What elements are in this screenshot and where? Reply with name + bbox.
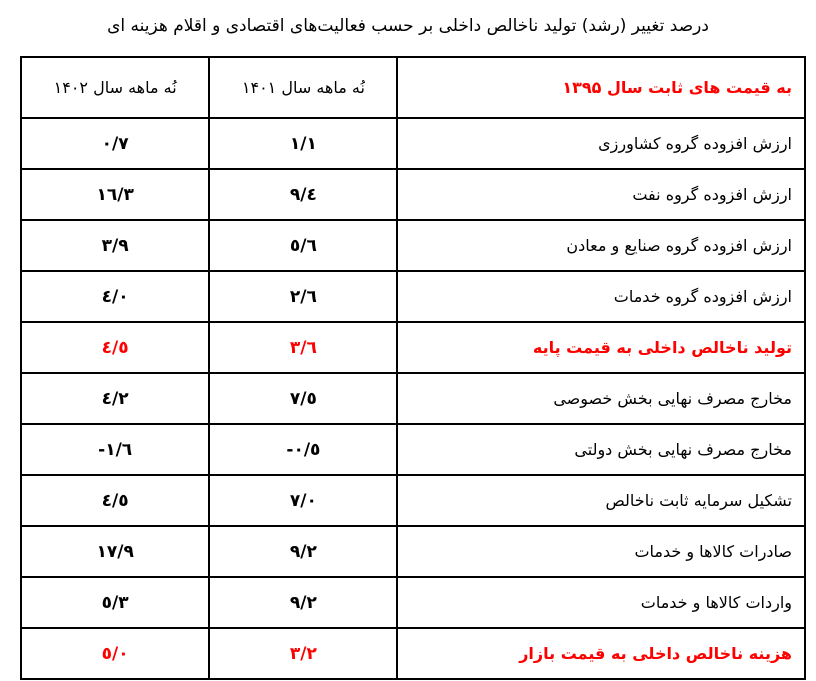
- value-1402-text: ٤/٥: [101, 337, 129, 358]
- row-label: ارزش افزوده گروه خدمات: [396, 270, 806, 323]
- table-row: ارزش افزوده گروه کشاورزی ١/١ ٠/٧: [19, 117, 806, 170]
- table-row: تولید ناخالص داخلی به قیمت پایه ٣/٦ ٤/٥: [19, 321, 806, 374]
- value-1401-text: -٠/٥: [286, 439, 321, 460]
- table-row: ارزش افزوده گروه صنایع و معادن ٥/٦ ٣/٩: [19, 219, 806, 272]
- value-1401-text: ٥/٦: [289, 235, 317, 256]
- value-1402: ٤/٥: [19, 321, 211, 374]
- value-1402: -١/٦: [19, 423, 211, 476]
- value-1402-text: ٤/٢: [101, 388, 129, 409]
- gdp-growth-table: به قیمت های ثابت سال ۱۳۹۵ نُه ماهه سال ۱…: [19, 56, 806, 680]
- value-1402: ٣/٩: [19, 219, 211, 272]
- row-label: تشکیل سرمایه ثابت ناخالص: [396, 474, 806, 527]
- row-label: هزینه ناخالص داخلی به قیمت بازار: [396, 627, 806, 680]
- value-1401: ٩/٢: [208, 525, 399, 578]
- header-1402: نُه ماهه سال ۱۴۰۲: [19, 56, 211, 119]
- value-1401: ٥/٦: [208, 219, 399, 272]
- value-1402: ١٦/٣: [19, 168, 211, 221]
- value-1402-text: ٣/٩: [101, 235, 129, 256]
- value-1402: ٤/٥: [19, 474, 211, 527]
- value-1401: ٩/٢: [208, 576, 399, 629]
- value-1401-text: ٢/٦: [289, 286, 317, 307]
- value-1402-text: ١٧/٩: [96, 541, 134, 562]
- value-1402: ٤/٠: [19, 270, 211, 323]
- table-header-row: به قیمت های ثابت سال ۱۳۹۵ نُه ماهه سال ۱…: [19, 56, 806, 119]
- value-1401-text: ٧/٥: [289, 388, 317, 409]
- value-1401: ٣/٦: [208, 321, 399, 374]
- value-1402-text: -١/٦: [98, 439, 133, 460]
- table-row: ارزش افزوده گروه نفت ٩/٤ ١٦/٣: [19, 168, 806, 221]
- value-1402-text: ١٦/٣: [96, 184, 134, 205]
- value-1402: ٥/٣: [19, 576, 211, 629]
- value-1401: ١/١: [208, 117, 399, 170]
- value-1401: ٢/٦: [208, 270, 399, 323]
- row-label: ارزش افزوده گروه کشاورزی: [396, 117, 806, 170]
- row-label: ارزش افزوده گروه صنایع و معادن: [396, 219, 806, 272]
- row-label: تولید ناخالص داخلی به قیمت پایه: [396, 321, 806, 374]
- value-1401-text: ٧/٠: [289, 490, 317, 511]
- value-1402-text: ٠/٧: [101, 133, 129, 154]
- table-row: صادرات کالاها و خدمات ٩/٢ ١٧/٩: [19, 525, 806, 578]
- row-label: مخارج مصرف نهایی بخش دولتی: [396, 423, 806, 476]
- table-row: واردات کالاها و خدمات ٩/٢ ٥/٣: [19, 576, 806, 629]
- value-1401: ٩/٤: [208, 168, 399, 221]
- value-1401-text: ٩/٤: [289, 184, 317, 205]
- row-label: صادرات کالاها و خدمات: [396, 525, 806, 578]
- table-row: هزینه ناخالص داخلی به قیمت بازار ٣/٢ ٥/٠: [19, 627, 806, 680]
- row-label: مخارج مصرف نهایی بخش خصوصی: [396, 372, 806, 425]
- value-1402-text: ٤/٠: [101, 286, 129, 307]
- value-1402-text: ٥/٠: [101, 643, 129, 664]
- table-row: تشکیل سرمایه ثابت ناخالص ٧/٠ ٤/٥: [19, 474, 806, 527]
- table-row: مخارج مصرف نهایی بخش دولتی -٠/٥ -١/٦: [19, 423, 806, 476]
- table-row: مخارج مصرف نهایی بخش خصوصی ٧/٥ ٤/٢: [19, 372, 806, 425]
- table-row: ارزش افزوده گروه خدمات ٢/٦ ٤/٠: [19, 270, 806, 323]
- value-1401: ٧/٥: [208, 372, 399, 425]
- value-1402: ٥/٠: [19, 627, 211, 680]
- value-1401: ٣/٢: [208, 627, 399, 680]
- value-1402-text: ٥/٣: [101, 592, 129, 613]
- value-1401: ٧/٠: [208, 474, 399, 527]
- value-1401-text: ٣/٢: [289, 643, 317, 664]
- row-label: واردات کالاها و خدمات: [396, 576, 806, 629]
- table-title: درصد تغییر (رشد) تولید ناخالص داخلی بر ح…: [107, 16, 709, 36]
- value-1401-text: ١/١: [289, 133, 317, 154]
- row-label: ارزش افزوده گروه نفت: [396, 168, 806, 221]
- value-1402: ١٧/٩: [19, 525, 211, 578]
- value-1402: ٤/٢: [19, 372, 211, 425]
- header-1401: نُه ماهه سال ۱۴۰۱: [208, 56, 399, 119]
- value-1402-text: ٤/٥: [101, 490, 129, 511]
- value-1402: ٠/٧: [19, 117, 211, 170]
- value-1401-text: ٩/٢: [289, 541, 317, 562]
- value-1401: -٠/٥: [208, 423, 399, 476]
- value-1401-text: ٣/٦: [289, 337, 317, 358]
- value-1401-text: ٩/٢: [289, 592, 317, 613]
- header-base-year: به قیمت های ثابت سال ۱۳۹۵: [396, 56, 806, 119]
